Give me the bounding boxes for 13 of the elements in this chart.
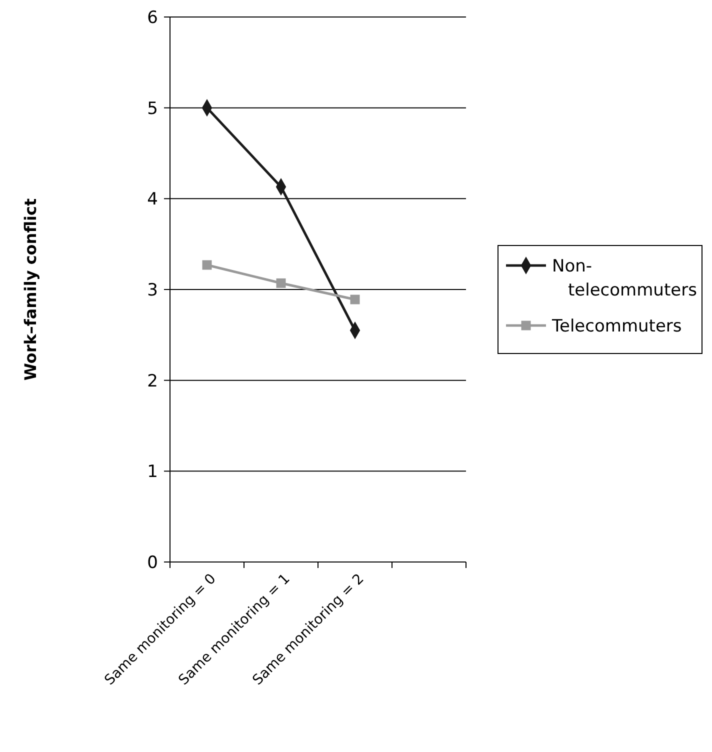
y-tick-label: 0 <box>147 552 158 573</box>
y-tick-label: 3 <box>147 280 158 300</box>
y-tick-label: 6 <box>147 8 158 28</box>
legend-label: Telecommuters <box>551 316 682 336</box>
point <box>350 294 360 304</box>
y-tick-label: 1 <box>147 462 158 482</box>
y-tick-label: 4 <box>147 190 158 210</box>
point <box>202 260 212 270</box>
point <box>276 278 286 288</box>
y-tick-label: 5 <box>147 98 158 119</box>
y-tick-label: 2 <box>147 371 158 392</box>
y-axis-title: Work–family conflict <box>21 198 40 381</box>
legend-label: Non-telecommuters <box>552 256 698 300</box>
